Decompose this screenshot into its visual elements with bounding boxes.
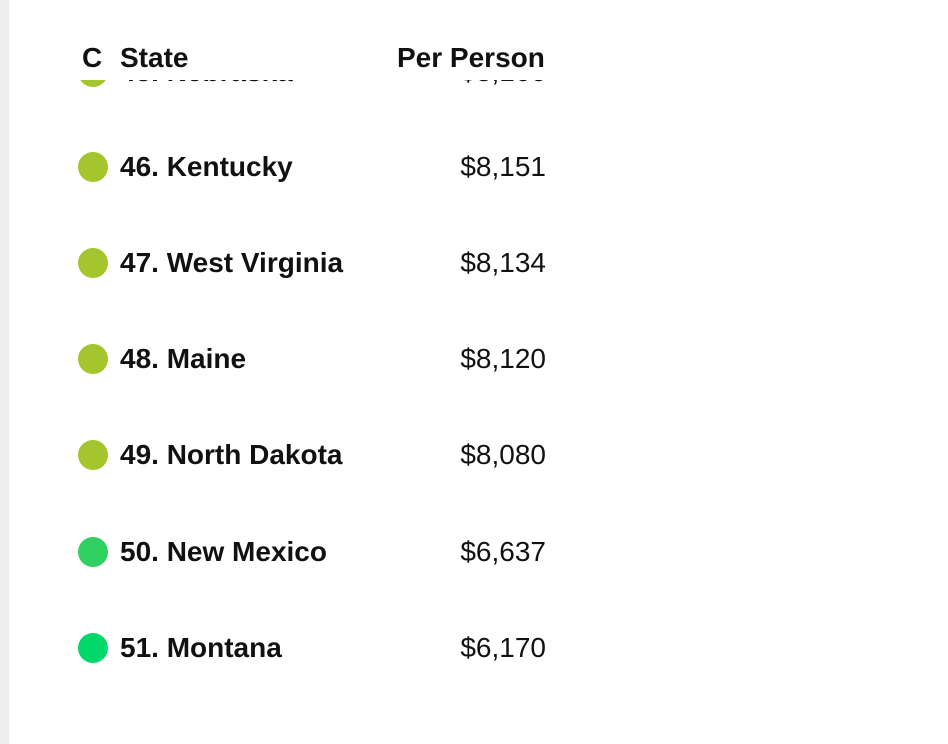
table-row[interactable]: 48. Maine $8,120: [9, 339, 569, 379]
column-header-color[interactable]: C: [82, 42, 103, 73]
state-spending-table[interactable]: C State Per Person 45. Nebraska $8,166 4…: [9, 0, 948, 744]
per-person-value: $8,134: [460, 247, 546, 278]
table-row[interactable]: 51. Montana $6,170: [9, 628, 569, 668]
table-header: C State Per Person: [9, 0, 948, 80]
table-row[interactable]: 47. West Virginia $8,134: [9, 243, 569, 283]
page-edge: [0, 0, 9, 744]
state-name: 46. Kentucky: [120, 151, 293, 182]
table-row[interactable]: 46. Kentucky $8,151: [9, 147, 569, 187]
color-indicator-dot: [78, 152, 108, 182]
column-header-per-person[interactable]: Per Person: [397, 42, 545, 73]
state-name: 51. Montana: [120, 632, 282, 663]
color-indicator-dot: [78, 633, 108, 663]
state-name: 49. North Dakota: [120, 439, 343, 470]
table-row[interactable]: 49. North Dakota $8,080: [9, 435, 569, 475]
state-name: 47. West Virginia: [120, 247, 344, 278]
per-person-value: $6,637: [460, 536, 546, 567]
table-row[interactable]: 50. New Mexico $6,637: [9, 532, 569, 572]
per-person-value: $8,120: [460, 343, 546, 374]
state-name: 48. Maine: [120, 343, 247, 374]
color-indicator-dot: [78, 344, 108, 374]
color-indicator-dot: [78, 248, 108, 278]
per-person-value: $6,170: [460, 632, 546, 663]
state-name: 50. New Mexico: [120, 536, 327, 567]
per-person-value: $8,080: [460, 439, 546, 470]
per-person-value: $8,151: [460, 151, 546, 182]
color-indicator-dot: [78, 537, 108, 567]
color-indicator-dot: [78, 440, 108, 470]
column-header-state[interactable]: State: [120, 42, 189, 73]
